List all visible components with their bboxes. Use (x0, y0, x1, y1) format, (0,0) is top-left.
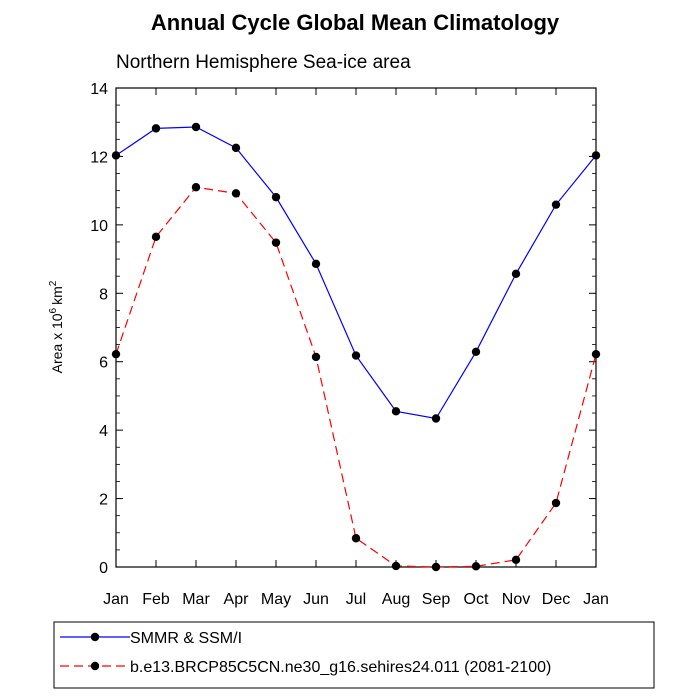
series-0-point (191, 122, 201, 132)
legend-box (53, 621, 655, 689)
legend-item-1: b.e13.BRCP85C5CN.ne30_g16.sehires24.011 … (60, 659, 551, 676)
x-tick-label: Jun (303, 591, 329, 608)
x-tick-label: Oct (464, 591, 489, 608)
chart-subtitle: Northern Hemisphere Sea-ice area (116, 52, 411, 73)
series-0-point (591, 151, 601, 160)
series-1-point (351, 534, 361, 543)
series-0-point (551, 200, 561, 209)
plot-area (115, 87, 597, 568)
x-tick-label: Nov (502, 591, 530, 608)
series-line-0 (115, 126, 597, 420)
series-1-point (431, 562, 441, 572)
y-tick-label: 14 (90, 81, 108, 98)
y-axis-label-text: Area x 10 (49, 313, 65, 373)
y-axis-label-unit: km (49, 286, 65, 305)
x-tick-label: Jan (103, 591, 129, 608)
x-tick-label: Aug (382, 591, 410, 608)
series-1-point (191, 183, 201, 192)
series-0-point (111, 151, 121, 160)
legend-marker-1 (90, 661, 100, 671)
series-1-point (591, 349, 601, 359)
series-1-point (271, 238, 281, 247)
series-0-point (471, 347, 481, 356)
legend-item-0: SMMR & SSM/I (60, 630, 242, 647)
series-1-point (551, 498, 561, 508)
plot-border (115, 87, 597, 568)
x-tick-label: Jan (583, 591, 609, 608)
x-tick-label: Mar (182, 591, 210, 608)
series-1-point (511, 555, 521, 565)
series-1-point (471, 562, 481, 571)
legend: SMMR & SSM/I b.e13.BRCP85C5CN.ne30_g16.s… (53, 621, 655, 689)
series-0-point (511, 269, 521, 278)
y-tick-label: 4 (99, 423, 108, 440)
series-1-point (311, 352, 321, 362)
series-0-point (151, 124, 161, 133)
series-line-1 (115, 186, 597, 568)
y-axis-label-exponent: 6 (48, 307, 59, 313)
y-axis-label: Area x 106 km2 (48, 280, 65, 373)
x-axis: Jan Feb Mar Apr May Jun Jul Aug Sep Oct Nov Dec Jan (103, 88, 609, 608)
series-1-point (231, 189, 241, 198)
chart-title: Annual Cycle Global Mean Climatology (151, 10, 560, 35)
x-tick-label: Feb (142, 591, 170, 608)
series-0-point (391, 407, 401, 416)
series-1-point (111, 349, 121, 359)
series-layer (111, 122, 601, 572)
series-1-point (391, 561, 401, 571)
series-0-point (271, 192, 281, 202)
x-tick-label: Apr (224, 591, 250, 608)
x-tick-label: May (261, 591, 291, 608)
legend-label-1: b.e13.BRCP85C5CN.ne30_g16.sehires24.011 … (130, 659, 551, 676)
series-0-point (431, 414, 441, 423)
series-0-point (311, 259, 321, 269)
y-axis-label-unit-exponent: 2 (48, 280, 59, 286)
legend-label-0: SMMR & SSM/I (130, 630, 242, 647)
series-0-point (231, 143, 241, 153)
y-axis: 0 2 4 6 8 10 12 14 (90, 81, 596, 577)
legend-marker-0 (90, 632, 100, 642)
series-0-point (351, 351, 361, 360)
x-tick-label: Sep (422, 591, 451, 608)
y-tick-label: 12 (90, 149, 108, 166)
y-tick-label: 8 (99, 286, 108, 303)
x-tick-label: Jul (346, 591, 366, 608)
y-tick-label: 10 (90, 218, 108, 235)
y-tick-label: 6 (99, 355, 108, 372)
series-1-point (151, 232, 161, 242)
y-tick-label: 2 (99, 492, 108, 509)
y-tick-label: 0 (99, 560, 108, 577)
x-tick-label: Dec (542, 591, 570, 608)
